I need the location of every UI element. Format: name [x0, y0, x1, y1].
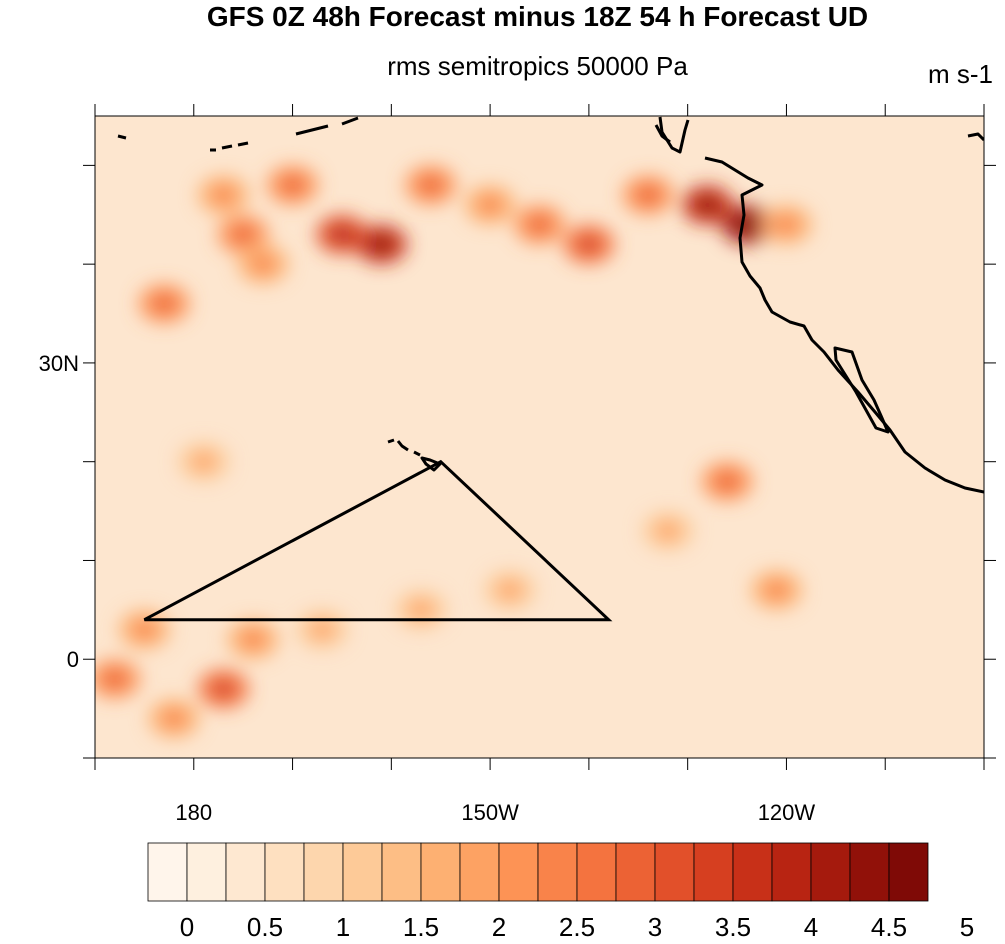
colorbar-cell	[693, 842, 734, 902]
field-hotspot-core	[528, 215, 551, 234]
field-hotspot-core	[192, 452, 215, 471]
colorbar-cell	[654, 842, 695, 902]
map-title: GFS 0Z 48h Forecast minus 18Z 54 h Forec…	[206, 1, 869, 32]
vancouver-island	[654, 124, 671, 144]
field-hotspot-core	[637, 186, 660, 205]
field-hotspot-core	[656, 521, 679, 540]
field-hotspot-core	[153, 294, 176, 313]
colorbar-cell	[849, 842, 890, 902]
colorbar-cell	[771, 842, 812, 902]
colorbar-label: 1	[336, 912, 350, 942]
colorbar-cell	[537, 842, 578, 902]
colorbar-label: 5	[960, 912, 974, 942]
field-hotspot-core	[212, 679, 235, 698]
field-hotspot-core	[577, 235, 600, 254]
colorbar-cell	[342, 842, 383, 902]
colorbar-labels: 0 0.5 1 1.5 2 2.5 3 3.5 4 4.5 5	[180, 912, 974, 942]
field-hotspot-core	[716, 472, 739, 491]
field-hotspot-core	[163, 709, 186, 728]
field-hotspot-core	[103, 669, 126, 688]
coastlines	[117, 116, 984, 494]
colorbar-cell	[888, 842, 929, 902]
colorbar-cell	[420, 842, 461, 902]
field-hotspot-core	[281, 176, 304, 195]
field-hotspot-core	[696, 195, 719, 214]
colorbar-label: 4.5	[871, 912, 907, 942]
colorbar-cell	[381, 842, 422, 902]
field-hotspot-core	[133, 620, 156, 639]
colorbar-label: 1.5	[403, 912, 439, 942]
north-america-coastline	[658, 116, 984, 494]
colorbar-cell	[186, 842, 227, 902]
plot-frame	[94, 115, 985, 759]
axis-ticks	[83, 104, 996, 770]
units-label: m s-1	[928, 59, 993, 89]
colorbar-cell	[225, 842, 266, 902]
field-hotspot-core	[212, 186, 235, 205]
colorbar-cell	[459, 842, 500, 902]
field-hotspot-core	[479, 195, 502, 214]
field-hotspot-core	[311, 620, 334, 639]
colorbar	[147, 842, 929, 902]
colorbar-label: 3.5	[715, 912, 751, 942]
colorbar-label: 3	[648, 912, 662, 942]
contour-field	[95, 116, 984, 758]
field-hotspot-core	[330, 225, 353, 244]
lat-label: 0	[67, 647, 79, 672]
field-hotspot-core	[775, 215, 798, 234]
field-hotspot-core	[251, 255, 274, 274]
lon-label: 180	[175, 800, 212, 825]
field-hotspot-core	[419, 176, 442, 195]
lat-label: 30N	[39, 351, 79, 376]
colorbar-cell	[576, 842, 617, 902]
colorbar-cell	[303, 842, 344, 902]
hawaii-islands	[387, 438, 442, 472]
colorbar-cell	[615, 842, 656, 902]
colorbar-cell	[498, 842, 539, 902]
colorbar-label: 2	[492, 912, 506, 942]
colorbar-cell	[147, 842, 188, 902]
field-hotspot-core	[735, 215, 758, 234]
field-hotspot-core	[242, 630, 265, 649]
baja-california-outline	[833, 346, 890, 434]
field-hotspot-core	[370, 235, 393, 254]
triangle-overlay	[143, 459, 613, 622]
colorbar-cell	[732, 842, 773, 902]
field-hotspot-core	[498, 581, 521, 600]
field-hotspot-core	[232, 225, 255, 244]
field-hotspot-core	[765, 581, 788, 600]
aleutian-islands	[117, 116, 984, 152]
lon-label: 120W	[758, 800, 816, 825]
colorbar-label: 2.5	[559, 912, 595, 942]
map-subtitle: rms semitropics 50000 Pa	[387, 51, 688, 81]
lon-label: 150W	[461, 800, 519, 825]
axis-labels: 30N 0 180 150W 120W	[39, 351, 816, 825]
field-hotspot-core	[409, 600, 432, 619]
colorbar-label: 0.5	[247, 912, 283, 942]
colorbar-label: 0	[180, 912, 194, 942]
colorbar-cell	[264, 842, 305, 902]
colorbar-label: 4	[804, 912, 818, 942]
colorbar-cell	[810, 842, 851, 902]
